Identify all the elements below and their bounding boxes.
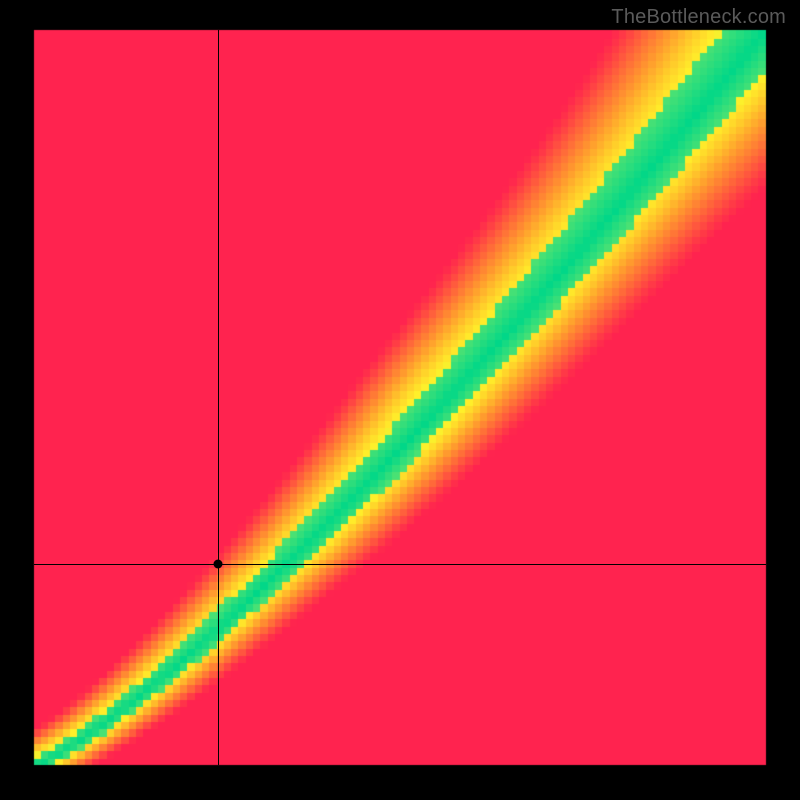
crosshair-horizontal-line [34,564,766,565]
crosshair-marker-dot [213,559,222,568]
heatmap-container [0,0,800,800]
bottleneck-heatmap [0,0,800,800]
watermark-text: TheBottleneck.com [611,6,786,29]
figure-root: TheBottleneck.com [0,0,800,800]
crosshair-vertical-line [218,30,219,765]
